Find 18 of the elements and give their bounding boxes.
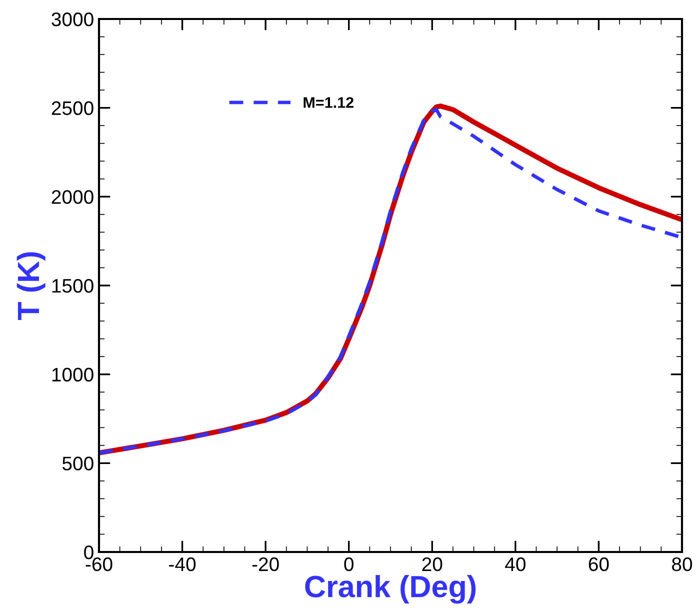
x-tick-label: 20 — [422, 557, 442, 572]
y-tick-label: 500 — [62, 456, 94, 470]
x-tick-label: -40 — [169, 557, 196, 572]
y-axis-title: T (K) — [16, 252, 46, 320]
x-tick-label: 40 — [505, 557, 526, 572]
x-axis-title: Crank (Deg) — [305, 574, 476, 604]
x-tick-label: -20 — [252, 557, 279, 572]
x-tick-label: 80 — [672, 557, 692, 572]
x-tick-label: -60 — [86, 557, 112, 572]
y-tick-label: 2500 — [52, 101, 94, 116]
x-tick-label: 0 — [344, 557, 354, 572]
y-tick-label: 3000 — [52, 12, 94, 26]
x-tick-label: 60 — [588, 557, 609, 572]
y-tick-label: 2000 — [52, 190, 94, 204]
y-tick-label: 0 — [84, 545, 94, 560]
y-tick-label: 1500 — [52, 278, 94, 293]
legend-label: M=1.12 — [304, 97, 354, 108]
y-tick-label: 1000 — [52, 368, 94, 382]
